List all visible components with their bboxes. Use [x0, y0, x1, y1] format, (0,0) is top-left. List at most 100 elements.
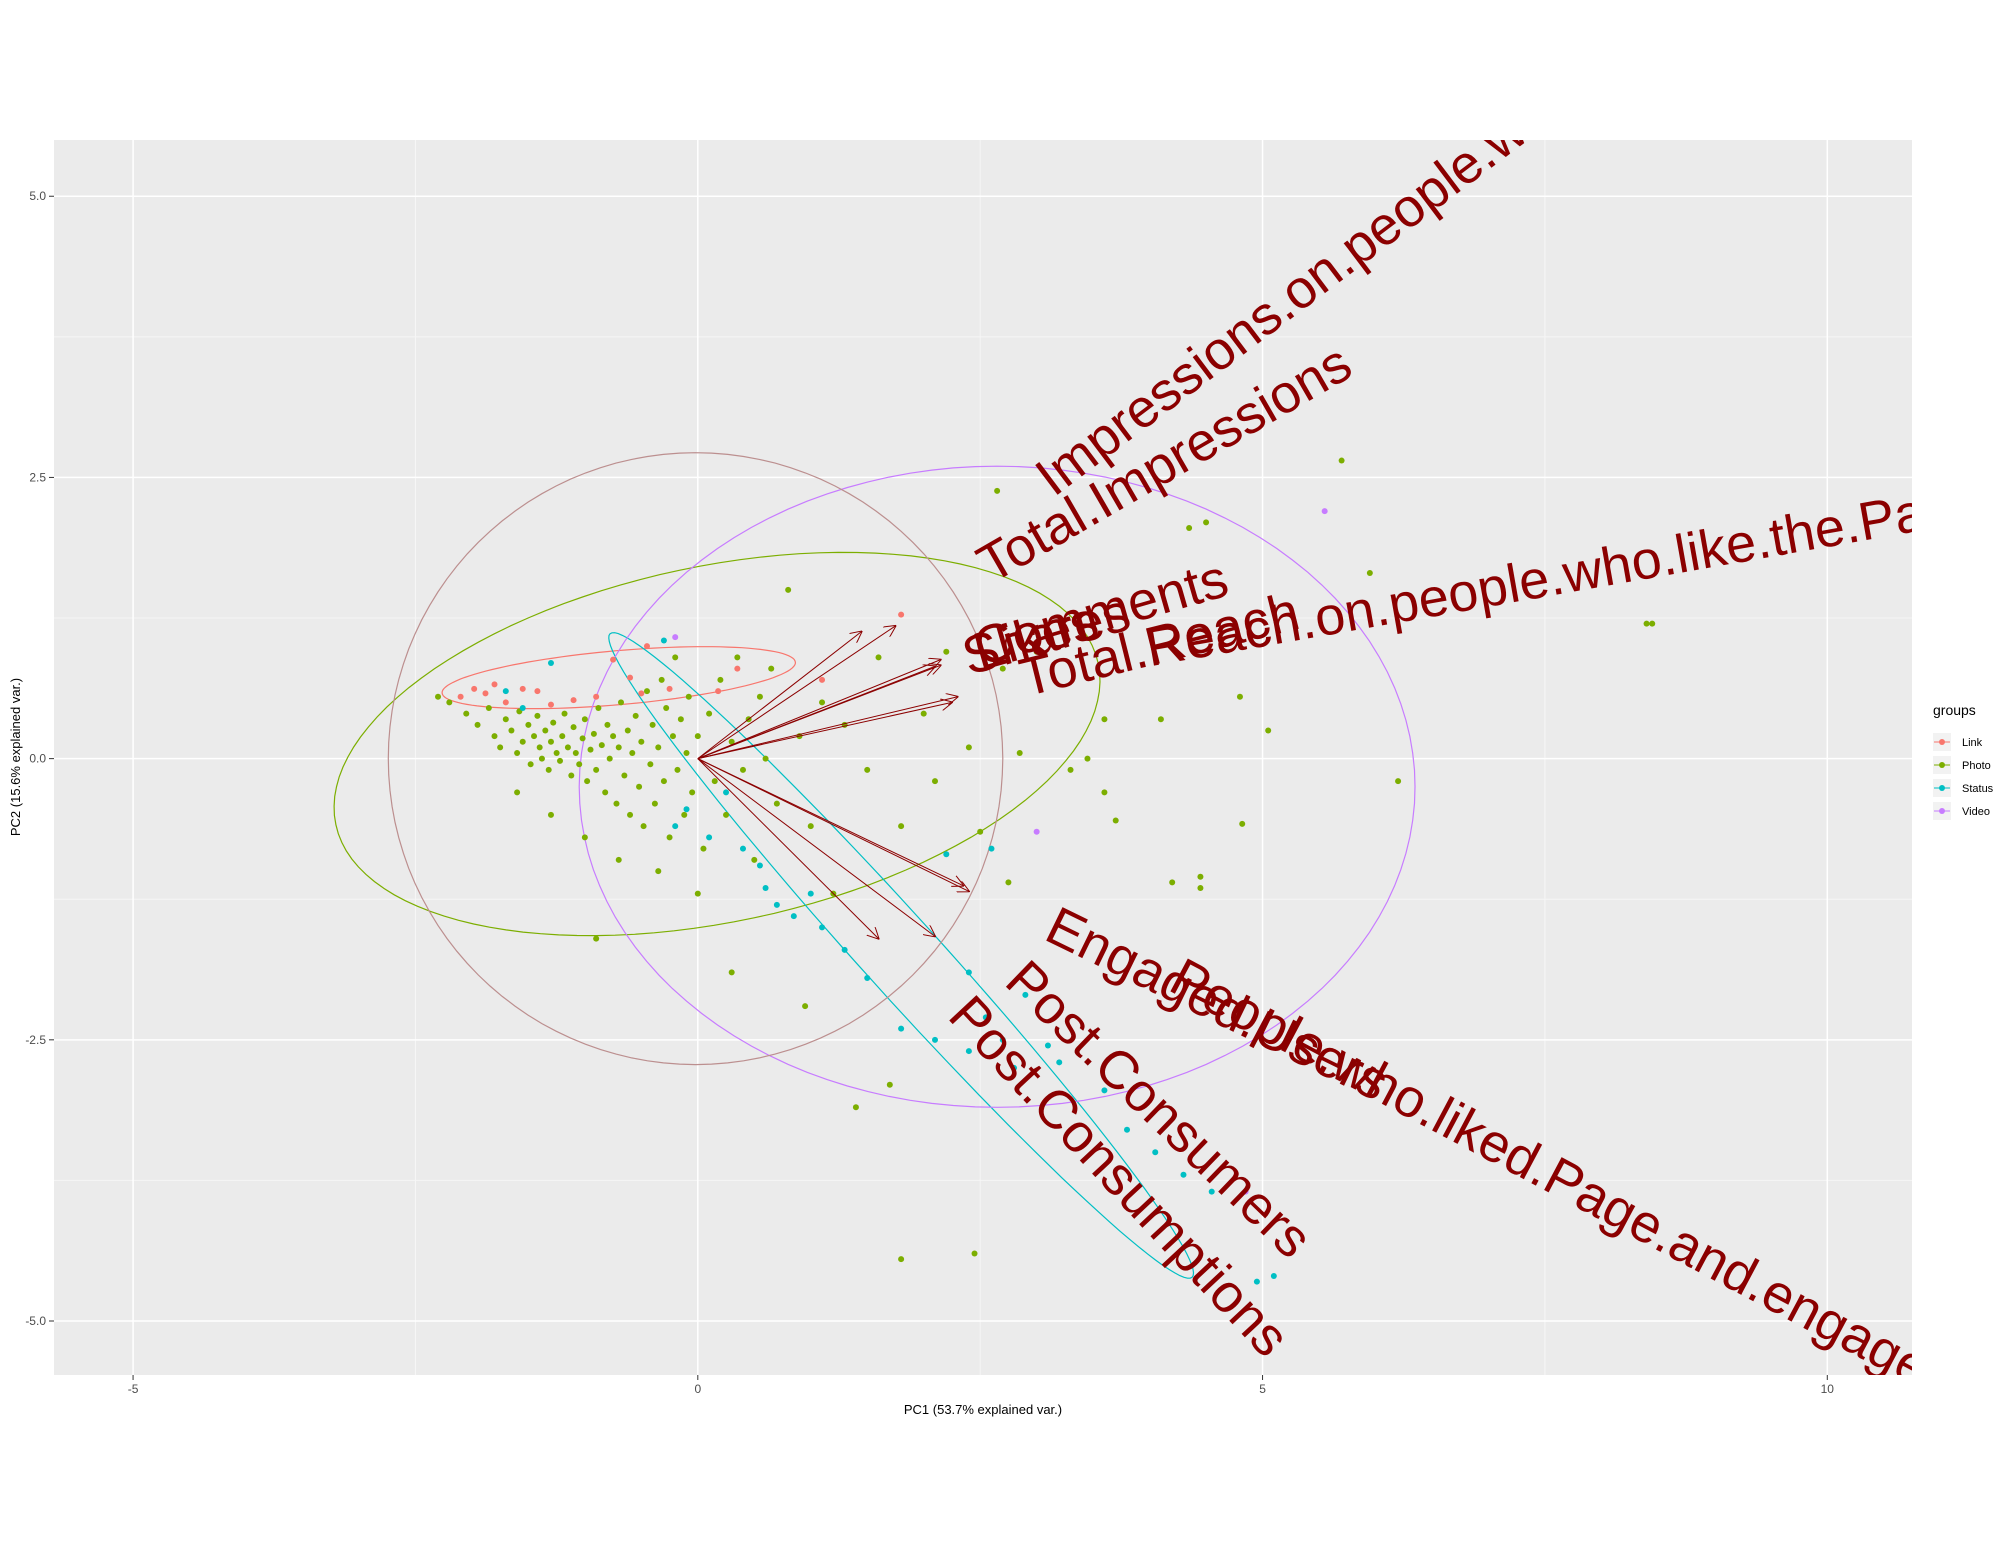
x-tick-label: 5	[1259, 1382, 1266, 1396]
data-point-link	[627, 674, 634, 681]
group-ellipse	[441, 646, 797, 710]
data-point-photo	[640, 823, 647, 830]
data-point-photo	[700, 845, 707, 852]
data-point-photo	[581, 834, 588, 841]
data-point-photo	[579, 735, 586, 742]
data-point-photo	[519, 738, 526, 745]
data-point-status	[864, 974, 871, 981]
data-point-status	[999, 1036, 1006, 1043]
data-point-status	[965, 1048, 972, 1055]
data-point-photo	[677, 716, 684, 723]
data-point-photo	[615, 856, 622, 863]
data-point-photo	[474, 721, 481, 728]
data-point-photo	[728, 969, 735, 976]
data-point-link	[593, 693, 600, 700]
data-point-photo	[564, 744, 571, 751]
data-point-photo	[681, 811, 688, 818]
data-point-photo	[651, 800, 658, 807]
y-axis-ticks: -5.0 -2.5 0.0 2.5 5.0	[25, 189, 54, 1328]
data-point-photo	[762, 755, 769, 762]
data-point-status	[660, 637, 667, 644]
group-ellipses	[333, 452, 1416, 1279]
data-point-status	[1056, 1059, 1063, 1066]
data-point-status	[706, 834, 713, 841]
data-point-photo	[685, 693, 692, 700]
data-point-status	[762, 884, 769, 891]
data-point-photo	[717, 676, 724, 683]
data-point-photo	[638, 738, 645, 745]
data-point-photo	[491, 733, 498, 740]
data-point-status	[1180, 1171, 1187, 1178]
data-point-status	[965, 969, 972, 976]
data-point-photo	[572, 750, 579, 757]
data-point-status	[1208, 1188, 1215, 1195]
data-point-photo	[1649, 620, 1656, 627]
data-point-photo	[1395, 778, 1402, 785]
y-tick-label: 2.5	[29, 470, 46, 484]
data-point-status	[519, 705, 526, 712]
data-point-photo	[613, 800, 620, 807]
data-point-status	[807, 890, 814, 897]
group-ellipse	[608, 632, 1195, 1279]
data-point-photo	[807, 823, 814, 830]
data-point-photo	[1643, 620, 1650, 627]
data-point-photo	[1203, 519, 1210, 526]
data-point-photo	[643, 688, 650, 695]
data-point-photo	[595, 705, 602, 712]
data-point-link	[519, 685, 526, 692]
legend-key-dot	[1939, 785, 1945, 791]
data-point-photo	[485, 705, 492, 712]
x-axis-title: PC1 (53.7% explained var.)	[904, 1402, 1062, 1417]
data-point-photo	[561, 710, 568, 717]
data-point-photo	[610, 733, 617, 740]
data-point-photo	[971, 1250, 978, 1257]
data-point-video	[1321, 508, 1328, 515]
minor-grid	[54, 140, 1912, 1375]
data-point-photo	[584, 778, 591, 785]
data-point-photo	[1084, 755, 1091, 762]
data-point-photo	[1366, 570, 1373, 577]
data-point-photo	[756, 693, 763, 700]
data-point-photo	[536, 744, 543, 751]
data-point-status	[1253, 1278, 1260, 1285]
data-point-photo	[1197, 873, 1204, 880]
data-point-status	[502, 688, 509, 695]
data-point-photo	[550, 719, 557, 726]
data-point-link	[482, 690, 489, 697]
data-point-photo	[559, 733, 566, 740]
data-point-photo	[666, 834, 673, 841]
data-point-link	[638, 690, 645, 697]
data-point-photo	[785, 586, 792, 593]
data-point-status	[1101, 1087, 1108, 1094]
data-point-photo	[1016, 750, 1023, 757]
data-point-photo	[629, 750, 636, 757]
data-point-photo	[636, 783, 643, 790]
data-point-status	[1044, 1042, 1051, 1049]
data-point-photo	[658, 676, 665, 683]
data-point-photo	[663, 705, 670, 712]
data-points	[435, 457, 1656, 1285]
data-point-photo	[542, 727, 549, 734]
data-point-photo	[773, 800, 780, 807]
legend-key-dot	[1939, 739, 1945, 745]
data-point-status	[988, 845, 995, 852]
group-ellipse	[387, 452, 1004, 1066]
data-point-photo	[534, 712, 541, 719]
data-point-link	[570, 697, 577, 704]
data-point-status	[982, 1014, 989, 1021]
data-point-status	[547, 660, 554, 667]
data-point-status	[1152, 1149, 1159, 1156]
data-point-link	[547, 701, 554, 708]
data-point-photo	[615, 744, 622, 751]
group-ellipse	[578, 465, 1416, 1108]
data-point-photo	[660, 778, 667, 785]
data-point-link	[734, 665, 741, 672]
data-point-photo	[446, 699, 453, 706]
data-point-link	[471, 685, 478, 692]
data-point-status	[756, 862, 763, 869]
loading-arrow	[697, 697, 958, 760]
data-point-photo	[502, 716, 509, 723]
data-point-photo	[649, 721, 656, 728]
data-point-photo	[711, 778, 718, 785]
x-axis-ticks: -5 0 5 10	[128, 1375, 1834, 1396]
